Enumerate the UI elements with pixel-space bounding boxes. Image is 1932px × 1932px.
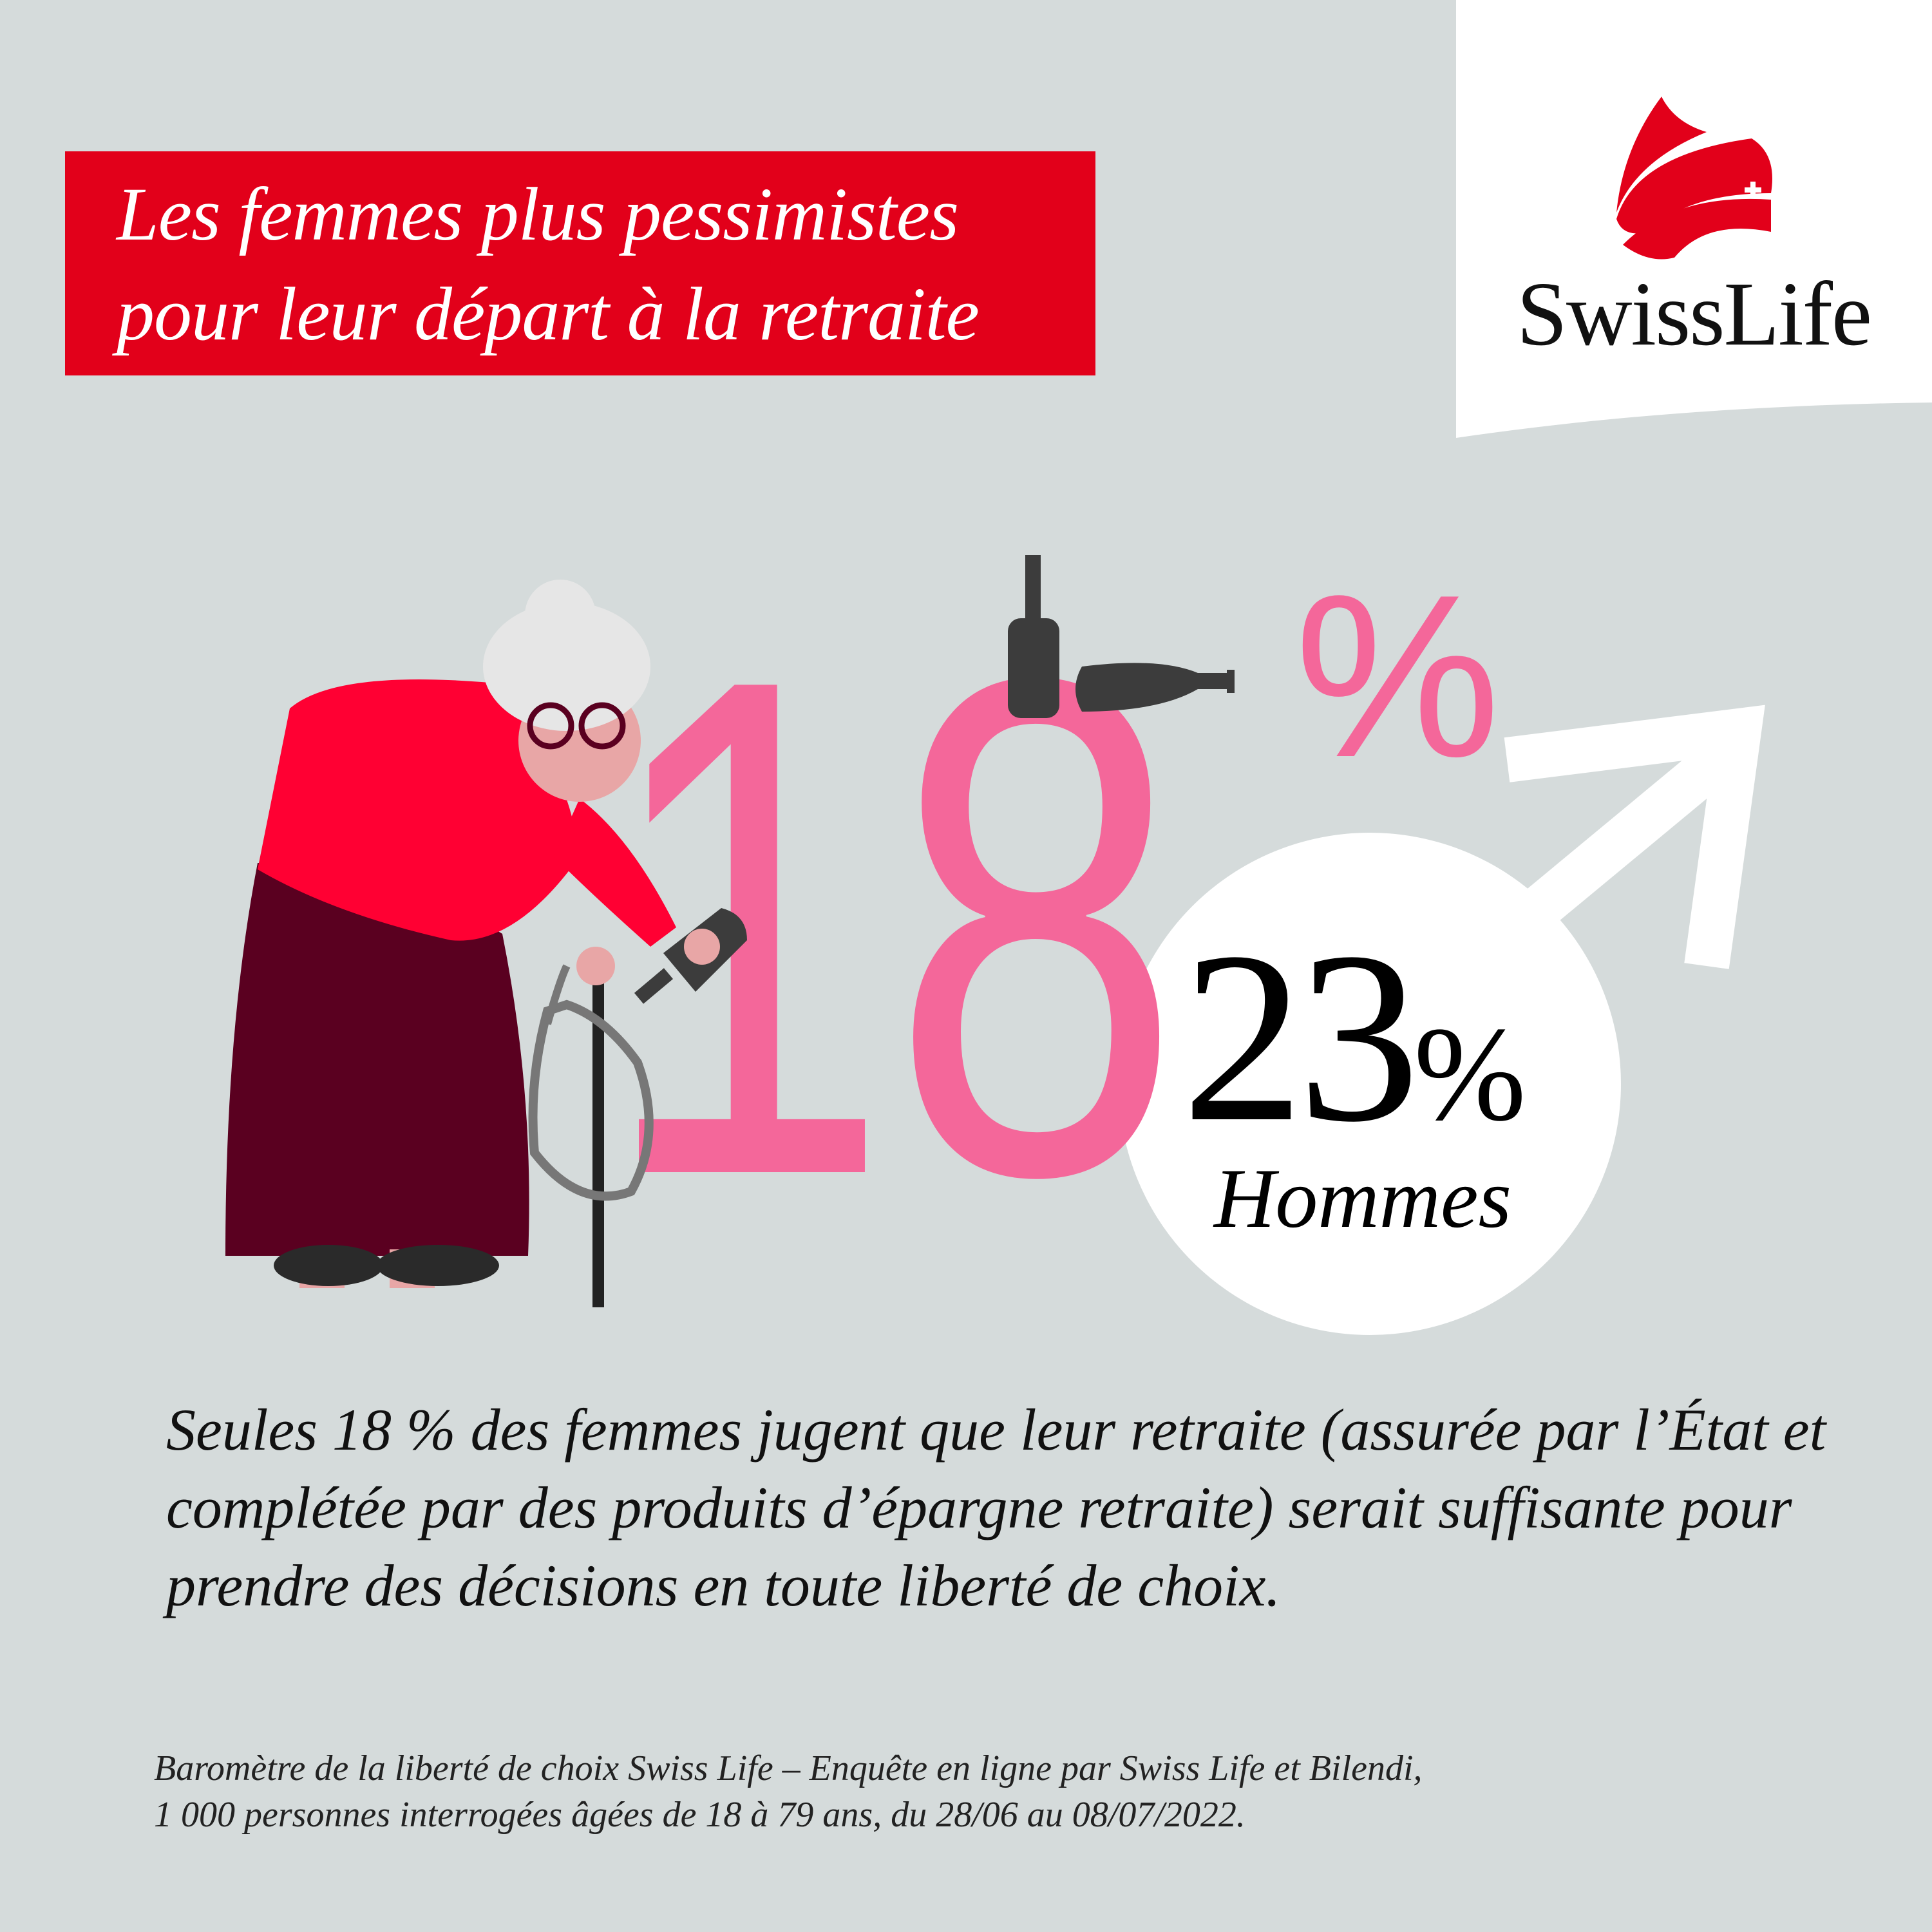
source-line-2: 1 000 personnes interrogées âgées de 18 …: [154, 1795, 1245, 1835]
logo-brand-text: SwissLife: [1517, 263, 1872, 365]
source-line-1: Baromètre de la liberté de choix Swiss L…: [154, 1748, 1423, 1788]
title-banner: Les femmes plus pessimistes pour leur dé…: [65, 151, 1095, 375]
male-symbol-icon: [1119, 705, 1765, 1335]
source-note: Baromètre de la liberté de choix Swiss L…: [154, 1745, 1700, 1838]
body-paragraph: Seules 18 % des femmes jugent que leur r…: [166, 1397, 1826, 1618]
title-line-1: Les femmes plus pessimistes: [117, 172, 959, 256]
men-stat: 23%: [1182, 915, 1526, 1160]
swiss-life-flag-logo: [1616, 97, 1772, 260]
men-stat-label: Hommes: [1214, 1151, 1511, 1245]
men-stat-percent: %: [1414, 999, 1526, 1149]
women-stat-percent: %: [1294, 547, 1501, 806]
skirt: [225, 863, 529, 1256]
glasses-icon: [527, 702, 626, 750]
bottle-icon: [1008, 555, 1059, 718]
bottle-icon: [1075, 663, 1235, 712]
men-stat-value: 23: [1182, 902, 1420, 1173]
cane: [592, 972, 604, 1307]
title-line-2: pour leur départ à la retraite: [117, 272, 980, 356]
string-bag: [528, 964, 654, 1201]
